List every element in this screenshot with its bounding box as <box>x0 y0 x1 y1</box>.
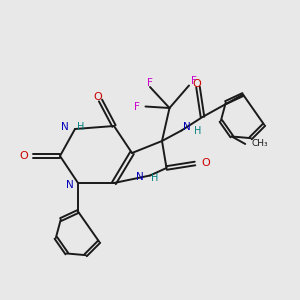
Text: N: N <box>136 172 144 182</box>
Text: F: F <box>134 101 140 112</box>
Text: H: H <box>152 173 159 184</box>
Text: O: O <box>192 79 201 89</box>
Text: H: H <box>194 125 202 136</box>
Text: O: O <box>20 151 28 161</box>
Text: H: H <box>76 122 84 133</box>
Text: F: F <box>147 77 153 88</box>
Text: O: O <box>201 158 210 169</box>
Text: N: N <box>61 122 69 133</box>
Text: N: N <box>183 122 191 133</box>
Text: CH₃: CH₃ <box>251 140 268 148</box>
Text: F: F <box>190 76 196 86</box>
Text: O: O <box>93 92 102 103</box>
Text: N: N <box>66 179 74 190</box>
